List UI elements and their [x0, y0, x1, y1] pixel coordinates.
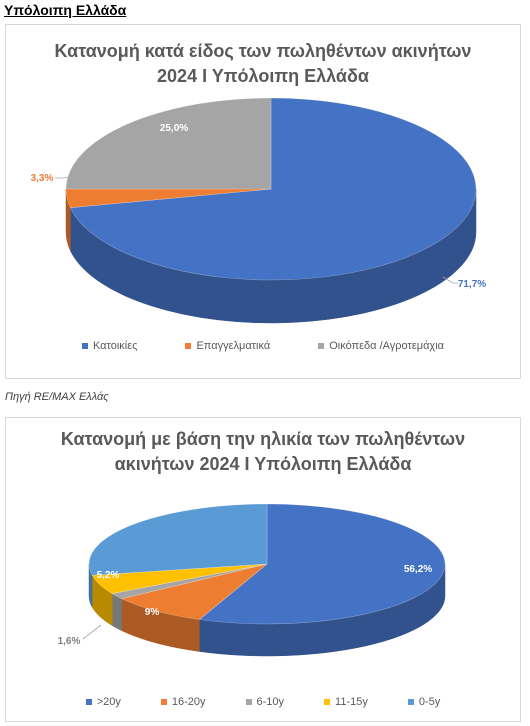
legend-item-0-5y: 0-5y: [407, 696, 441, 708]
pie-slice-επαγγελματικά: [65, 188, 272, 209]
pie-chart-property-type: 71,7% 3,3% 25,0%: [31, 97, 487, 324]
data-label-κατοικίες: 71,7%: [458, 279, 486, 290]
legend-item-16-20y: 16-20y: [160, 696, 206, 708]
leader-line-6-10y: [82, 624, 102, 640]
chart-title-property-age: Κατανομή με βάση την ηλικία των πωληθέντ…: [6, 427, 520, 477]
legend-item-over-20y: >20y: [85, 696, 121, 708]
chart-card-property-age: 56,2% 9% 1,6% 5,2% 28% Κατανομή με βάση την …: [5, 417, 521, 722]
data-label-6-10y: 1,6%: [58, 636, 81, 647]
legend-label: 0-5y: [418, 696, 441, 708]
legend-swatch: [160, 699, 167, 705]
legend-property-type: Κατοικίες Επαγγελματικά Οικόπεδα /Αγροτε…: [6, 340, 520, 352]
chart-title-property-type: Κατανομή κατά είδος των πωληθέντων ακινή…: [6, 39, 520, 89]
legend-swatch: [407, 699, 414, 705]
legend-property-age: >20y 16-20y 6-10y 11-15y 0-5y: [6, 696, 520, 708]
pie-slice-6-10y: [111, 563, 268, 599]
data-label-11-15y: 5,2%: [97, 570, 120, 581]
legend-label: Επαγγελματικά: [196, 340, 271, 352]
source-note: Πηγή RE/MAX Ελλάς: [5, 391, 109, 403]
pie-chart-property-age: 56,2% 9% 1,6% 5,2% 28%: [58, 503, 446, 657]
chart-title-line-2: 2024 Ι Υπόλοιπη Ελλάδα: [157, 66, 369, 86]
data-label-οικόπεδα-αγροτεμάχια: 25,0%: [160, 123, 188, 134]
legend-label: 11-15y: [335, 696, 368, 708]
legend-label: >20y: [96, 696, 121, 708]
legend-swatch: [185, 343, 192, 349]
pie-slice-side-11-15y: [91, 574, 113, 627]
legend-label: 16-20y: [171, 696, 206, 708]
pie-data-labels: 56,2% 9% 1,6% 5,2% 28%: [58, 503, 433, 647]
pie-slice-16-20y: [120, 563, 268, 620]
legend-label: Κατοικίες: [92, 340, 138, 352]
leader-line-επαγγελματικά: [55, 176, 69, 179]
pie-slice-side-6-10y: [111, 593, 122, 632]
legend-label: 6-10y: [256, 696, 285, 708]
chart-title-line-2: ακινήτων 2024 Ι Υπόλοιπη Ελλάδα: [114, 454, 412, 474]
data-label-0-5y: 28%: [158, 503, 178, 514]
legend-swatch: [245, 699, 252, 705]
pie-slice-κατοικίες: [69, 97, 477, 281]
data-label-16-20y: 9%: [145, 607, 160, 618]
legend-swatch: [81, 343, 88, 349]
pie-slice-οικόπεδα-αγροτεμάχια: [65, 97, 272, 190]
pie-slices: [88, 503, 446, 625]
pie-slice-20y: [198, 503, 446, 625]
pie-side-walls: [88, 563, 446, 657]
legend-item-commercial: Επαγγελματικά: [185, 340, 270, 352]
pie-slice-0-5y: [88, 503, 268, 576]
legend-swatch: [318, 343, 325, 349]
leader-line-κατοικίες: [442, 276, 458, 284]
legend-item-residential: Κατοικίες: [81, 340, 138, 352]
legend-item-11-15y: 11-15y: [324, 696, 368, 708]
pie-slices: [65, 97, 477, 281]
legend-label: Οικόπεδα /Αγροτεμάχια: [329, 340, 444, 352]
data-label-20y: 56,2%: [404, 564, 432, 575]
data-label-επαγγελματικά: 3,3%: [31, 173, 54, 184]
chart-card-property-type: 71,7% 3,3% 25,0% Κατανομή κατά είδος των π…: [5, 24, 521, 379]
chart-title-line-1: Κατανομή με βάση την ηλικία των πωληθέντ…: [60, 429, 466, 449]
legend-item-6-10y: 6-10y: [245, 696, 285, 708]
legend-item-land: Οικόπεδα /Αγροτεμάχια: [318, 340, 444, 352]
legend-swatch: [324, 699, 331, 705]
chart-title-line-1: Κατανομή κατά είδος των πωληθέντων ακινή…: [54, 41, 472, 61]
pie-slice-11-15y: [91, 563, 268, 594]
legend-swatch: [85, 699, 92, 705]
pie-data-labels: 71,7% 3,3% 25,0%: [31, 123, 487, 290]
page-heading: Υπόλοιπη Ελλάδα: [4, 2, 127, 18]
